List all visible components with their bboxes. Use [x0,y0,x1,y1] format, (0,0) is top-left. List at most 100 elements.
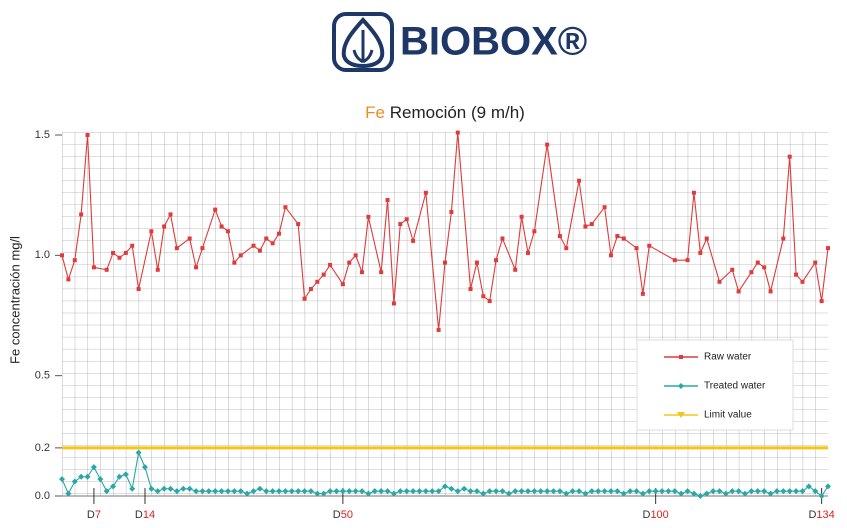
data-point [250,488,257,495]
data-point [800,279,805,284]
data-point [493,488,500,495]
data-point [525,250,530,255]
data-point [436,327,441,332]
data-point [773,488,780,495]
data-point [270,241,275,246]
data-point [154,488,161,495]
data-point [71,478,78,485]
data-point [315,279,320,284]
data-point [443,260,447,265]
data-point [155,267,160,272]
data-point [595,488,602,495]
data-point [659,488,666,495]
data-point [467,488,474,495]
data-point [691,190,696,195]
data-point [174,246,179,251]
data-point [805,483,812,490]
data-point [749,270,754,275]
data-point [205,488,212,495]
data-point [825,483,831,490]
x-tick-label: D134 [808,509,834,521]
legend-label: Treated water [704,381,766,392]
data-point [391,301,396,306]
data-point [288,488,295,495]
data-point [519,214,524,219]
data-point [110,483,117,490]
data-point [282,488,289,495]
y-tick-label: 0.5 [35,370,50,382]
data-point [129,485,136,492]
data-point [703,490,710,497]
data-point [735,488,742,495]
data-point [652,488,659,495]
data-point [340,282,345,287]
data-point [583,224,588,229]
data-point [365,490,372,497]
data-point [130,243,135,248]
data-point [481,294,486,299]
logo-frame [332,12,394,72]
data-point [379,270,384,275]
y-tick-label: 0.0 [35,490,50,502]
data-point [339,488,346,495]
data-point [513,267,518,272]
data-point [193,488,200,495]
data-point [537,488,544,495]
data-point [716,488,723,495]
data-point [371,488,378,495]
data-point [468,287,473,292]
logo-text: BIOBOX® [400,20,587,64]
data-point [162,224,167,229]
data-point [237,488,244,495]
data-point [455,130,460,135]
data-point [781,236,786,241]
data-point [813,260,818,265]
data-point [602,205,607,210]
data-point [117,255,122,260]
data-point [698,250,703,255]
data-point [251,243,256,248]
data-point [231,488,238,495]
data-point [59,476,65,483]
data-point [232,260,237,265]
data-point [608,253,613,258]
data-point [545,142,550,147]
data-point [646,488,653,495]
data-point [295,488,302,495]
data-point [168,212,173,217]
y-axis-label: Fe concentración mg/l [7,236,22,364]
data-point [136,287,141,292]
data-point [366,214,371,219]
data-point [148,485,155,492]
data-point [601,488,608,495]
data-point [754,488,761,495]
data-point [346,488,353,495]
data-point [72,258,77,263]
series [59,449,831,499]
data-point [767,490,774,497]
data-point [360,270,365,275]
data-point [199,488,206,495]
x-tick-label: D100 [642,509,668,521]
data-point [186,485,193,492]
data-point [429,488,436,495]
data-point [524,488,531,495]
data-point [512,488,519,495]
data-point [283,205,288,210]
data-point [257,248,262,253]
data-point [328,262,333,267]
legend-marker [679,355,683,359]
data-point [665,488,672,495]
data-point [308,287,313,292]
data-point [135,449,142,456]
data-point [684,488,691,495]
data-point [671,488,678,495]
data-point [116,473,123,480]
data-point [263,488,270,495]
data-point [224,488,231,495]
data-point [627,488,634,495]
data-point [397,488,404,495]
data-point [505,490,512,497]
